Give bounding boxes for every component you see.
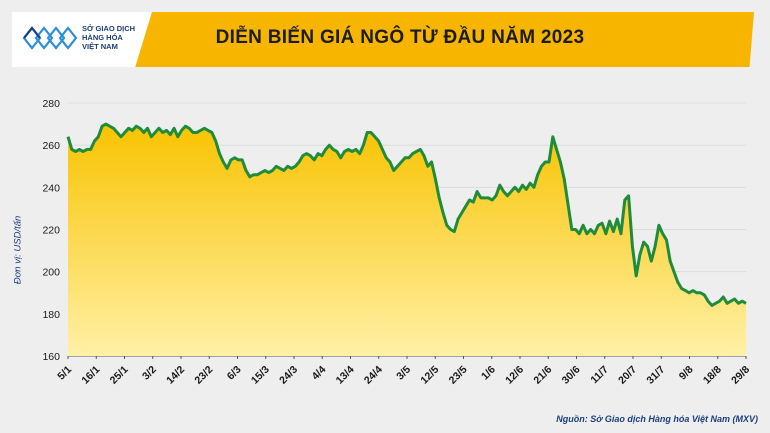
y-tick-160: 160 xyxy=(42,351,60,363)
x-tick-label-3: 3/2 xyxy=(140,364,159,383)
y-tick-260: 260 xyxy=(42,140,60,152)
chart-title: DIỄN BIẾN GIÁ NGÔ TỪ ĐẦU NĂM 2023 xyxy=(215,27,585,48)
x-tick-label-11: 24/4 xyxy=(362,364,385,387)
x-tick-label-5: 23/2 xyxy=(192,364,215,387)
x-tick-label-18: 30/6 xyxy=(560,364,583,387)
x-tick-label-12: 3/5 xyxy=(394,364,413,383)
x-tick-label-22: 9/8 xyxy=(677,364,696,383)
logo-line-1: SỞ GIAO DỊCH xyxy=(82,24,136,33)
y-tick-labels: 160 180 200 220 240 260 280 xyxy=(42,98,60,363)
x-tick-label-0: 5/1 xyxy=(55,364,74,383)
x-tick-label-9: 4/4 xyxy=(310,364,329,383)
x-tick-label-4: 14/2 xyxy=(164,364,187,387)
x-tick-label-6: 6/3 xyxy=(225,364,244,383)
y-tick-220: 220 xyxy=(42,225,60,237)
x-tick-label-1: 16/1 xyxy=(79,364,102,387)
mxv-logo-icon xyxy=(22,26,78,50)
x-tick-label-21: 31/7 xyxy=(644,364,667,387)
source-note: Nguồn: Sở Giao dịch Hàng hóa Việt Nam (M… xyxy=(556,414,758,424)
logo-box xyxy=(12,12,152,67)
y-tick-200: 200 xyxy=(42,267,60,279)
x-tick-label-20: 20/7 xyxy=(616,364,639,387)
logo-text: SỞ GIAO DỊCH HÀNG HÓA VIỆT NAM xyxy=(82,24,152,51)
x-tick-label-8: 24/3 xyxy=(277,364,300,387)
y-tick-240: 240 xyxy=(42,182,60,194)
x-tick-label-13: 12/5 xyxy=(418,364,441,387)
x-tick-labels: 5/1 16/1 25/1 3/2 14/2 23/2 6/3 15/3 24/3 4/4 13/4… xyxy=(55,356,752,387)
x-tick-label-23: 18/8 xyxy=(701,364,724,387)
y-tick-180: 180 xyxy=(42,309,60,321)
x-tick-label-17: 21/6 xyxy=(531,364,554,387)
x-tick-label-19: 11/7 xyxy=(588,364,611,387)
price-line xyxy=(66,122,747,307)
x-tick-label-14: 23/5 xyxy=(447,364,470,387)
y-tick-280: 280 xyxy=(42,98,60,110)
logo-line-3: VIỆT NAM xyxy=(82,42,118,51)
x-tick-label-7: 15/3 xyxy=(249,364,272,387)
x-tick-label-16: 12/6 xyxy=(503,364,526,387)
x-tick-label-10: 13/4 xyxy=(334,364,357,387)
x-tick-label-15: 1/6 xyxy=(479,364,498,383)
logo-line-2: HÀNG HÓA xyxy=(82,33,123,42)
price-area xyxy=(68,124,746,356)
x-tick-label-24: 29/8 xyxy=(729,364,752,387)
x-tick-label-2: 25/1 xyxy=(108,364,131,387)
